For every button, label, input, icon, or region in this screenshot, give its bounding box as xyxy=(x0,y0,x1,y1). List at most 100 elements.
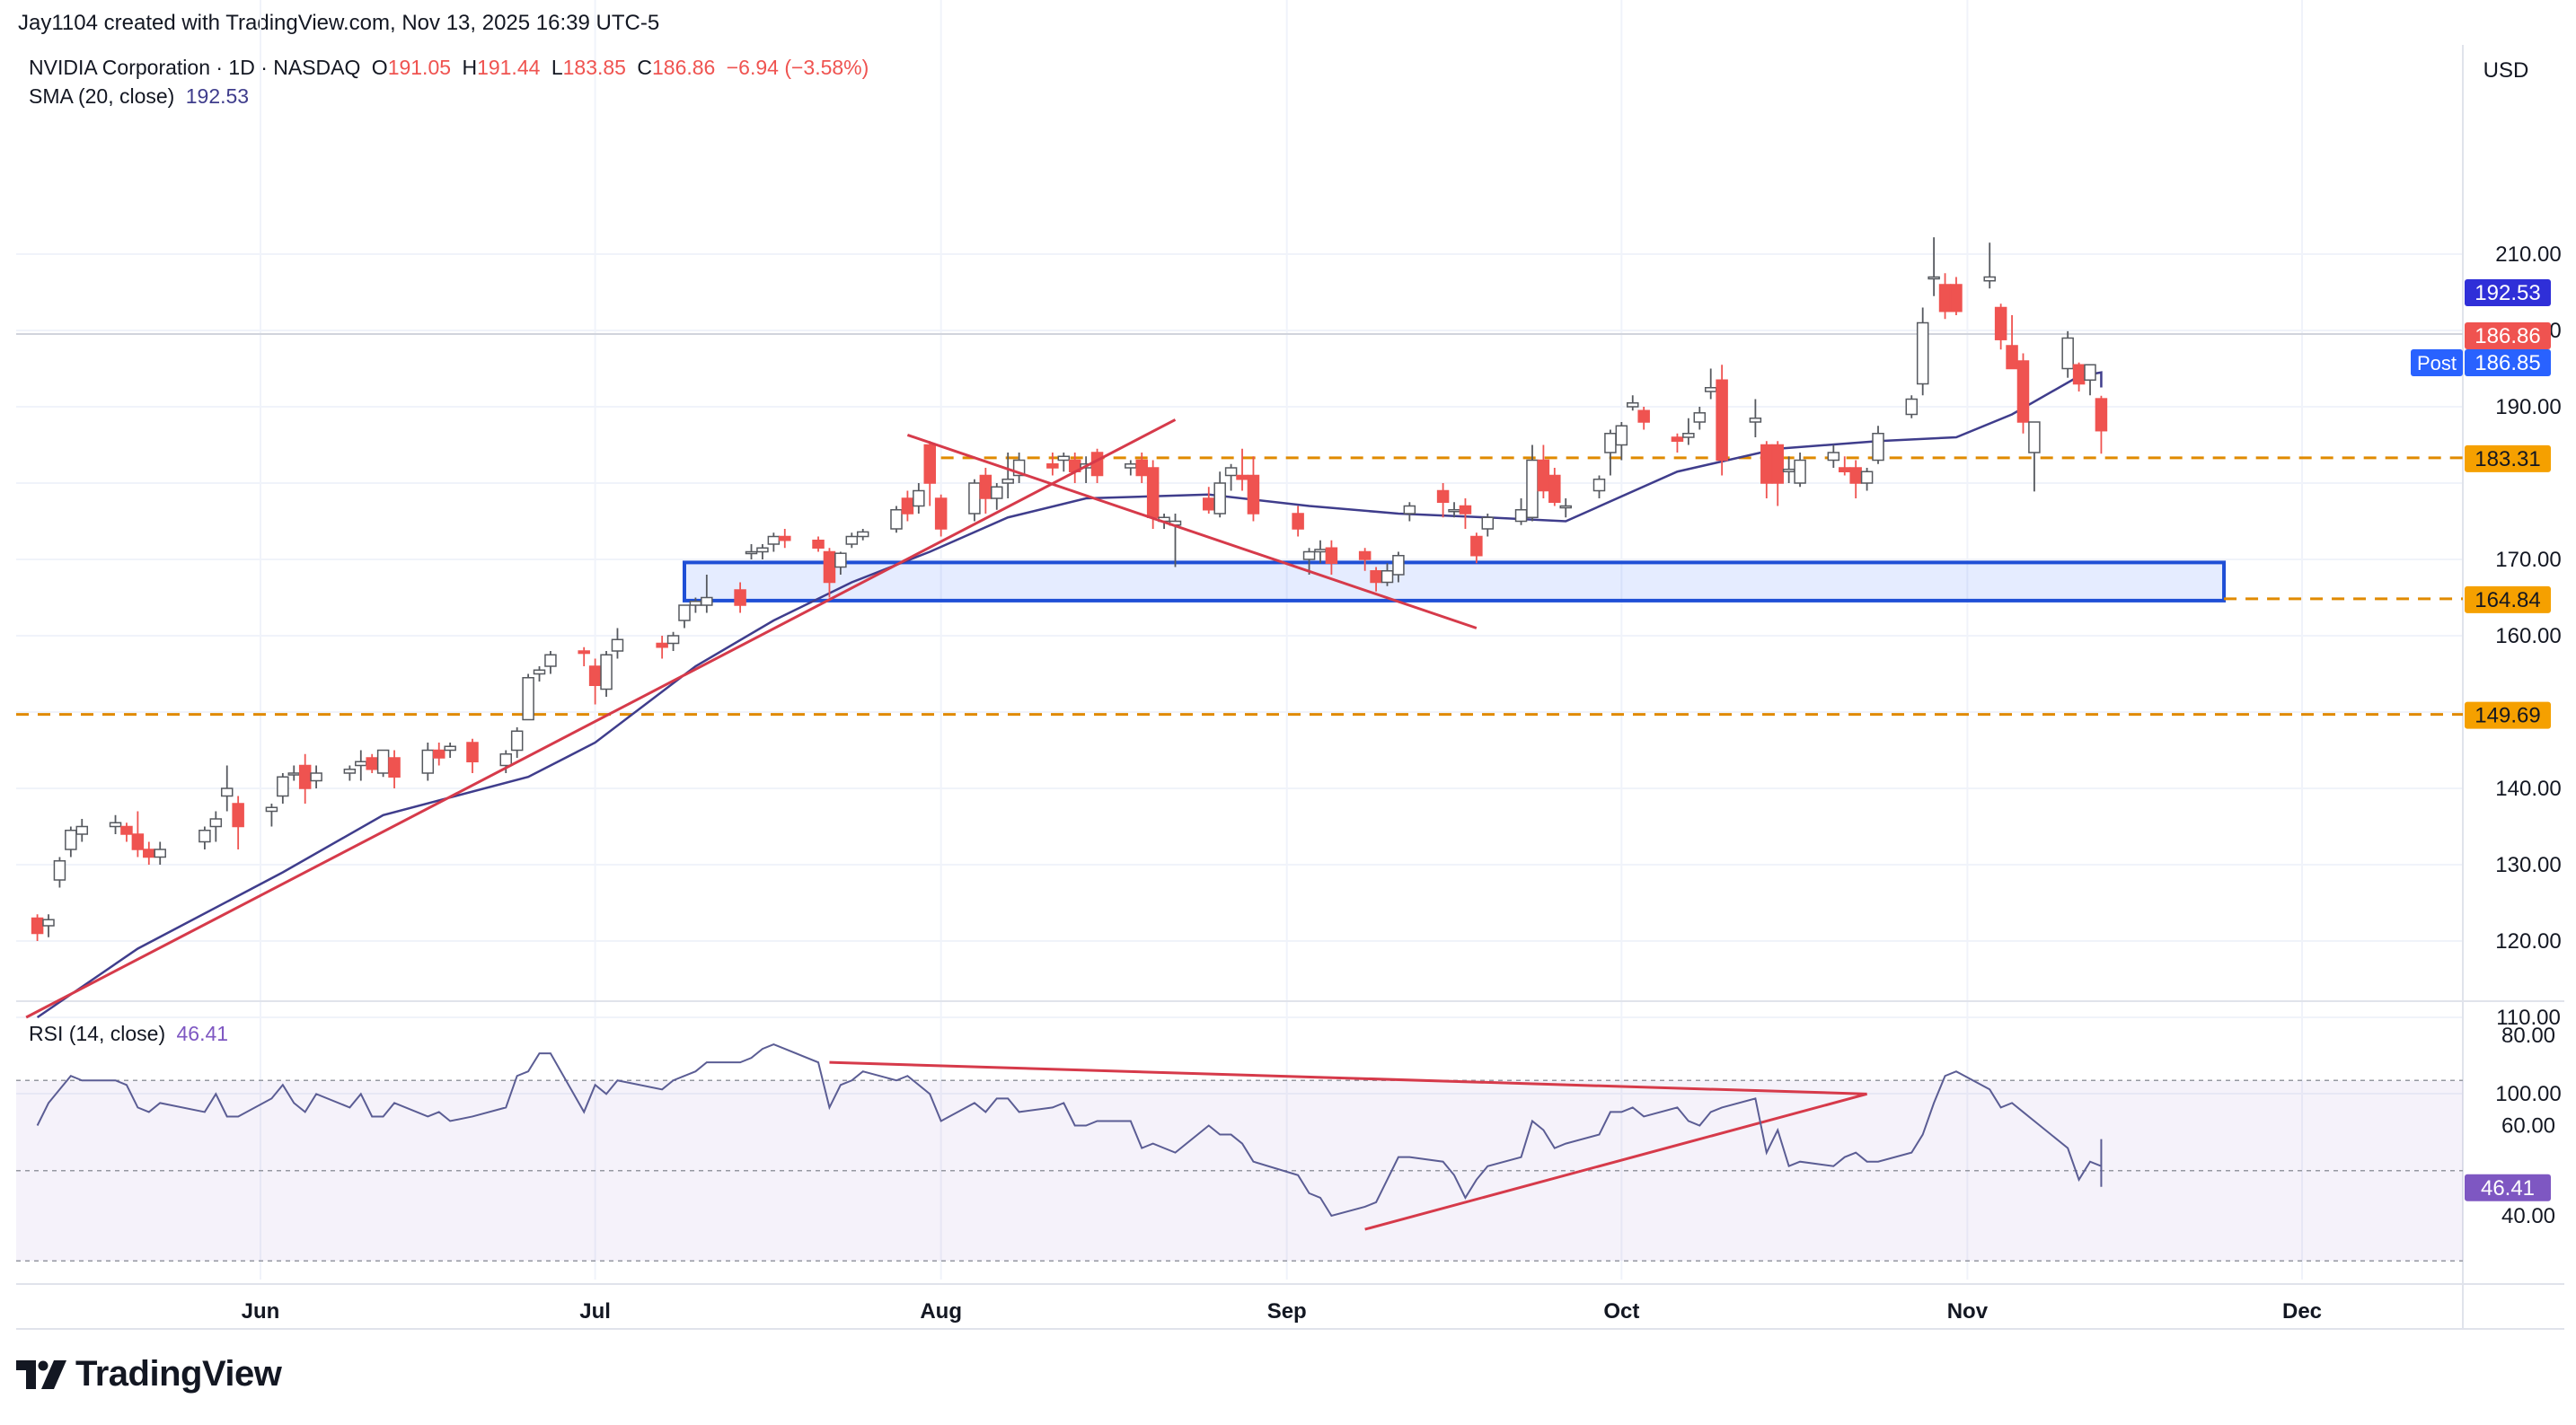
candle-body xyxy=(1994,306,2007,340)
candle xyxy=(143,841,155,865)
candle xyxy=(65,826,77,858)
candle xyxy=(510,727,524,758)
candle-body xyxy=(31,917,44,935)
candle-body xyxy=(1615,425,1628,446)
price-tick-label: 210.00 xyxy=(2495,242,2561,267)
candle-body xyxy=(1838,467,1851,472)
price-badge-bg xyxy=(2465,349,2551,376)
candle xyxy=(1682,418,1695,445)
candle xyxy=(1604,429,1617,476)
candle xyxy=(1080,456,1092,483)
candle-body xyxy=(1481,516,1495,530)
candle-body xyxy=(588,665,602,686)
open-label: O xyxy=(371,56,388,79)
candle-body xyxy=(366,757,378,770)
candle-body xyxy=(1559,505,1572,509)
price-badge-level: 149.69 xyxy=(2465,701,2551,729)
rsi-trendline xyxy=(829,1060,1867,1095)
price-tick-label: 100.00 xyxy=(2495,1082,2561,1106)
candle-body xyxy=(991,486,1003,499)
candle-body xyxy=(1001,479,1014,484)
candle-body xyxy=(2006,345,2018,370)
candle-body xyxy=(42,919,55,927)
candle xyxy=(1849,460,1862,498)
candle-body xyxy=(1448,509,1460,513)
candle xyxy=(934,494,948,537)
candle-body xyxy=(277,776,289,797)
high-value: 191.44 xyxy=(477,56,541,79)
candle-body xyxy=(779,535,791,541)
candle xyxy=(901,490,914,522)
candle xyxy=(1057,453,1071,472)
candle xyxy=(656,636,668,659)
candle-body xyxy=(1704,387,1717,392)
tradingview-logo[interactable]: TradingView xyxy=(16,1354,282,1394)
candle xyxy=(1838,456,1851,476)
candle xyxy=(1627,395,1639,411)
candle-body xyxy=(75,825,89,835)
candle-body xyxy=(1135,459,1148,477)
close-label: C xyxy=(637,56,652,79)
candle xyxy=(1381,563,1394,586)
candle-body xyxy=(913,489,925,507)
rsi-tick-label: 80.00 xyxy=(2501,1024,2555,1048)
candle xyxy=(1292,506,1304,537)
rsi-trendline xyxy=(1364,1092,1867,1231)
candle-body xyxy=(1827,452,1840,462)
price-badge-text: 149.69 xyxy=(2475,704,2540,728)
time-tick-label: Nov xyxy=(1947,1299,1989,1324)
candle-body xyxy=(53,860,66,881)
price-badge-last: 186.86 xyxy=(2465,322,2551,349)
candle xyxy=(588,658,602,705)
candle-body xyxy=(745,550,758,555)
price-badge-sma: 192.53 xyxy=(2465,279,2551,306)
candle-body xyxy=(923,444,936,484)
candle-body xyxy=(1938,284,1952,312)
candle-body xyxy=(1526,459,1539,518)
candle-body xyxy=(812,540,825,549)
candle xyxy=(678,604,691,629)
candle-body xyxy=(1637,409,1650,423)
candle xyxy=(1749,399,1762,437)
candle-body xyxy=(232,803,244,828)
candle-body xyxy=(154,849,166,858)
candle-body xyxy=(544,654,557,667)
candle-body xyxy=(845,535,859,545)
rsi-label: RSI (14, close) xyxy=(29,1022,166,1045)
candle xyxy=(1203,487,1215,514)
candle-body xyxy=(600,654,613,691)
candle xyxy=(1716,365,1728,476)
sma-label: SMA (20, close) xyxy=(29,84,175,108)
candle xyxy=(1615,422,1628,461)
candle xyxy=(1671,433,1684,453)
candle-body xyxy=(388,757,401,778)
price-badge-text: 186.86 xyxy=(2475,324,2540,348)
candle xyxy=(53,857,66,888)
candle xyxy=(834,551,847,575)
candle-body xyxy=(701,596,713,606)
candle-body xyxy=(901,497,914,515)
candle xyxy=(1436,483,1450,518)
close-value: 186.86 xyxy=(651,56,716,79)
candle-body xyxy=(310,772,322,782)
candle xyxy=(1236,448,1248,491)
candle-body xyxy=(1203,497,1215,511)
candle-body xyxy=(1247,474,1260,515)
candle xyxy=(913,483,925,514)
candle-body xyxy=(466,742,479,762)
candle-body xyxy=(65,830,77,850)
candle-body xyxy=(131,833,145,850)
candle-body xyxy=(578,650,590,655)
candle xyxy=(287,765,301,781)
price-badge-bg xyxy=(2465,701,2551,729)
candle xyxy=(1358,548,1372,571)
candle-body xyxy=(734,589,746,606)
candle-body xyxy=(1392,555,1405,576)
candle-body xyxy=(979,474,992,499)
candle-body xyxy=(355,761,367,767)
rsi-tick-label: 60.00 xyxy=(2501,1114,2555,1139)
candle-body xyxy=(678,604,691,621)
candle xyxy=(1983,242,1996,289)
candle-body xyxy=(376,749,390,774)
